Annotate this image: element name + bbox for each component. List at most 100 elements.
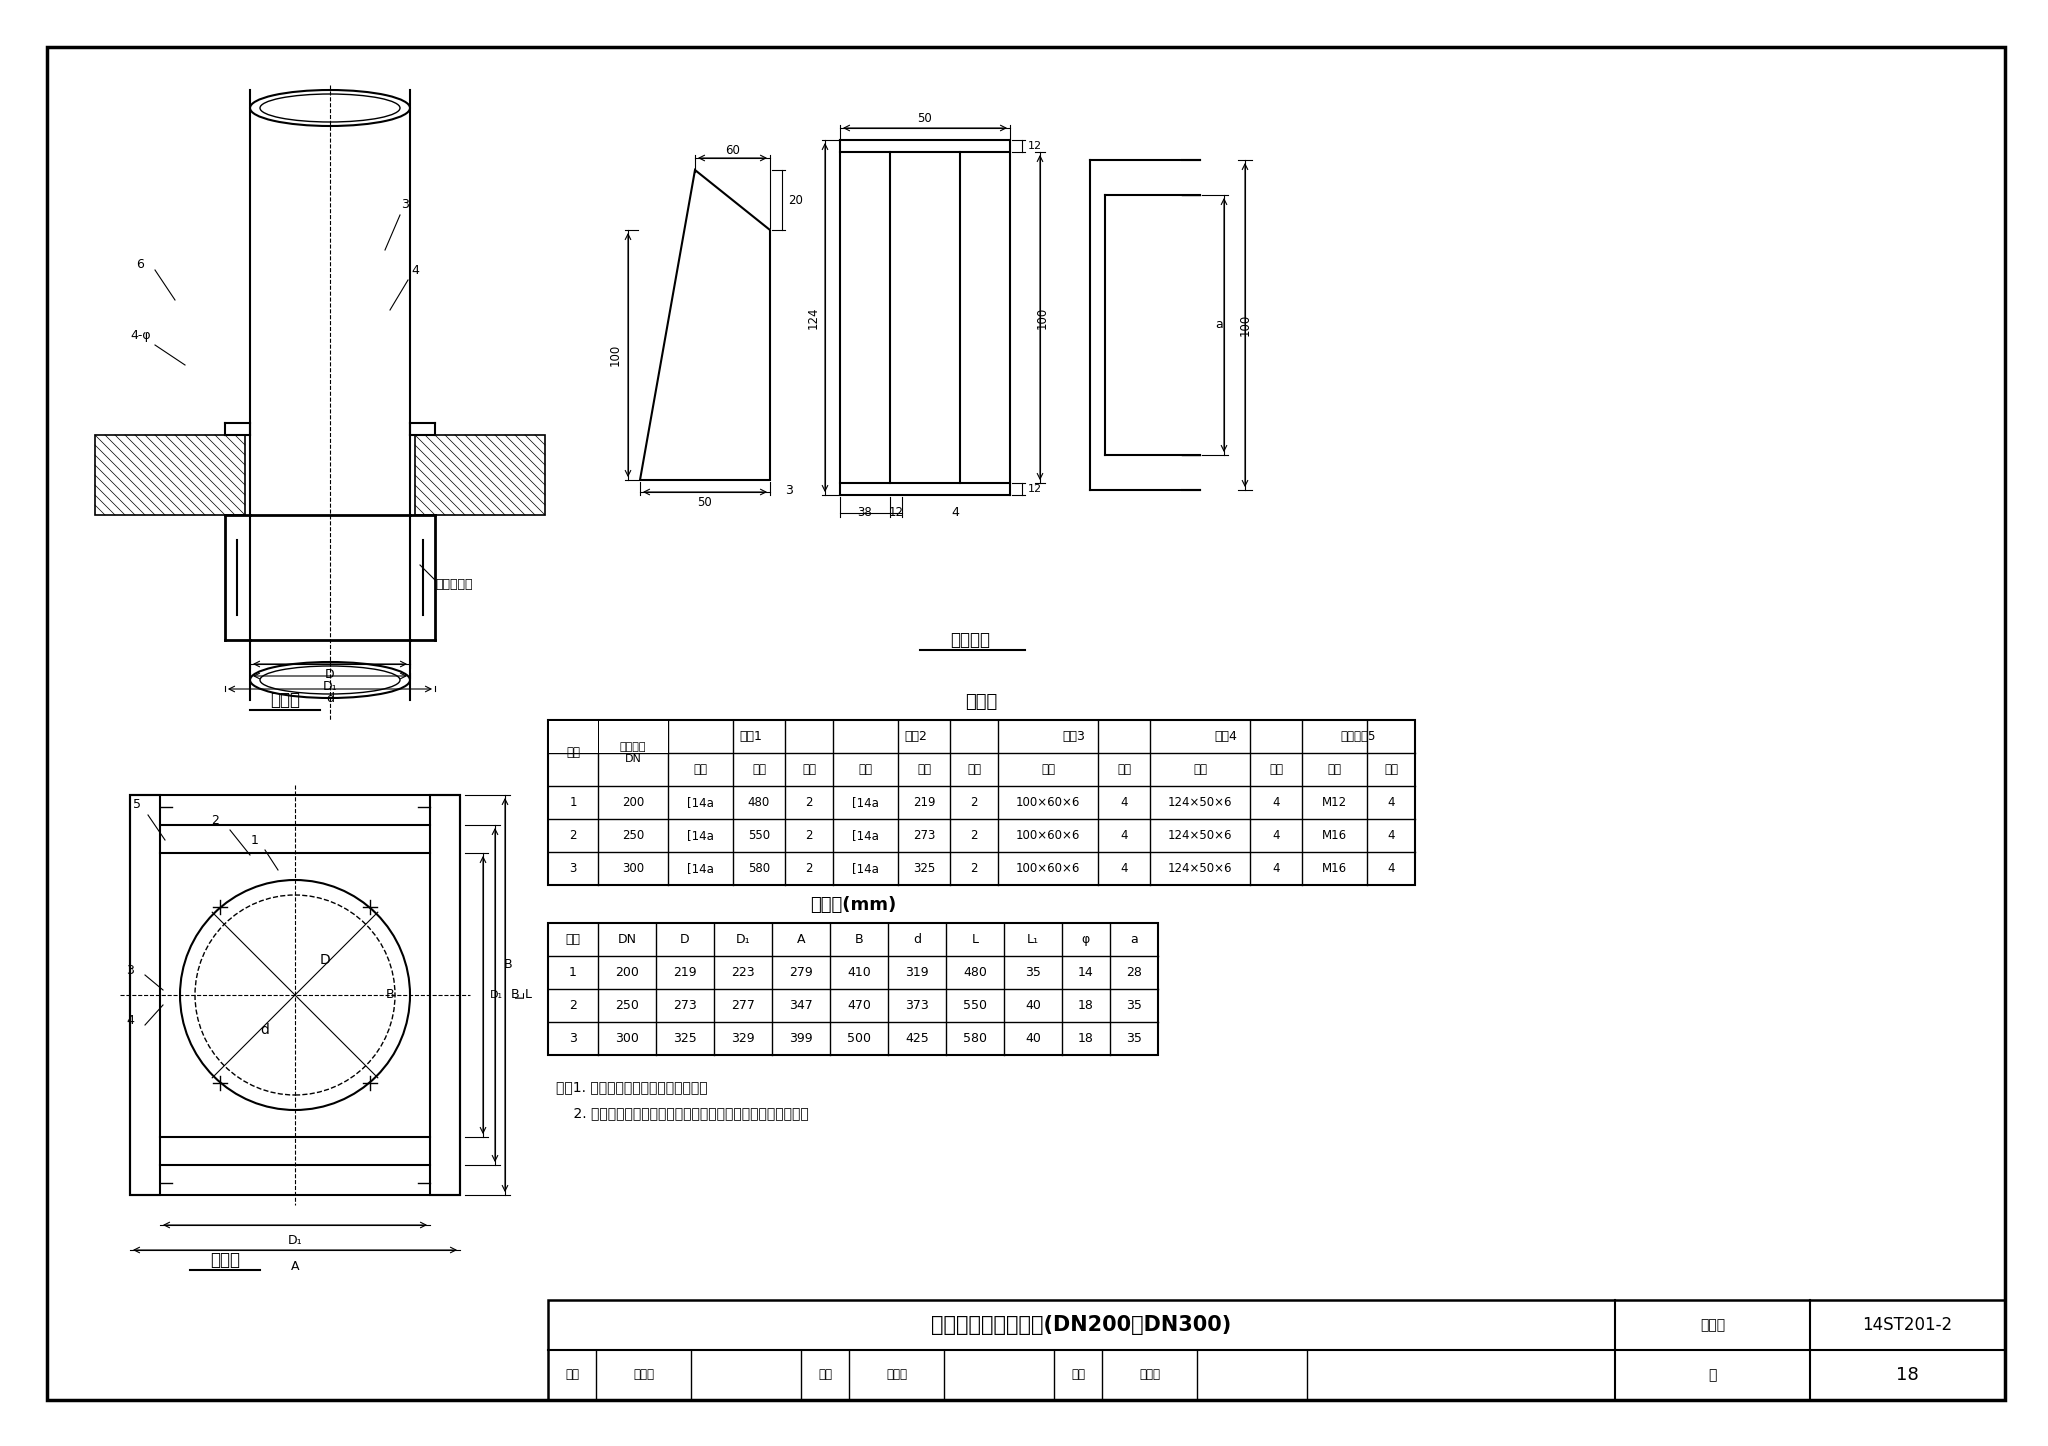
Text: B: B [510, 989, 520, 1002]
Text: 28: 28 [1126, 966, 1143, 979]
Text: 40: 40 [1026, 1032, 1040, 1045]
Text: A: A [291, 1259, 299, 1272]
Text: 4: 4 [1386, 862, 1395, 875]
Text: 14ST201-2: 14ST201-2 [1862, 1316, 1952, 1335]
Text: 4-φ: 4-φ [129, 328, 152, 341]
Text: d: d [326, 693, 334, 706]
Text: [14a: [14a [686, 829, 715, 842]
Text: 钢板详图: 钢板详图 [950, 630, 989, 649]
Text: 规格: 规格 [858, 763, 872, 777]
Text: M12: M12 [1321, 795, 1348, 808]
Text: D: D [319, 953, 330, 967]
Text: D: D [680, 933, 690, 946]
Text: 5: 5 [133, 798, 141, 811]
Text: 长度: 长度 [918, 763, 932, 777]
Text: 124×50×6: 124×50×6 [1167, 795, 1233, 808]
Bar [549, 1300, 2005, 1400]
Bar [129, 795, 160, 1194]
Text: 4: 4 [1120, 795, 1128, 808]
Text: 个数: 个数 [1116, 763, 1130, 777]
Text: 3: 3 [569, 862, 578, 875]
Text: 18: 18 [1896, 1366, 1919, 1384]
Text: 319: 319 [905, 966, 930, 979]
Text: 219: 219 [913, 795, 936, 808]
Text: 4: 4 [1272, 862, 1280, 875]
Text: 2: 2 [569, 999, 578, 1012]
Bar [598, 720, 668, 752]
Text: A: A [797, 933, 805, 946]
Text: 12: 12 [889, 506, 903, 519]
Text: 规格: 规格 [694, 763, 707, 777]
Text: 100×60×6: 100×60×6 [1016, 829, 1079, 842]
Text: 35: 35 [1126, 1032, 1143, 1045]
Text: 279: 279 [788, 966, 813, 979]
Text: 序号: 序号 [565, 933, 580, 946]
Text: 100: 100 [608, 344, 621, 366]
Text: 2. 使用本图时，需有关专业考虑支架对结构层所增加的荷重。: 2. 使用本图时，需有关专业考虑支架对结构层所增加的荷重。 [555, 1106, 809, 1121]
Text: 槽钢2: 槽钢2 [903, 730, 928, 743]
Text: L: L [524, 989, 532, 1002]
Text: 250: 250 [614, 999, 639, 1012]
Text: D: D [326, 668, 334, 681]
Text: 个数: 个数 [803, 763, 815, 777]
Text: 100×60×6: 100×60×6 [1016, 862, 1079, 875]
Text: 50: 50 [918, 111, 932, 124]
Text: 赵际顾: 赵际顾 [887, 1368, 907, 1381]
Text: [14a: [14a [686, 795, 715, 808]
Text: 4: 4 [1120, 829, 1128, 842]
Text: 20: 20 [788, 194, 803, 207]
Text: 序号: 序号 [565, 746, 580, 759]
Text: 2: 2 [971, 862, 977, 875]
Text: 2: 2 [805, 829, 813, 842]
Text: 毛林恩: 毛林恩 [1139, 1368, 1159, 1381]
Text: 页: 页 [1708, 1368, 1716, 1382]
Text: 2: 2 [971, 795, 977, 808]
Bar [94, 435, 246, 515]
Text: M16: M16 [1321, 862, 1348, 875]
Text: 35: 35 [1026, 966, 1040, 979]
Text: 槽钢1: 槽钢1 [739, 730, 762, 743]
Text: 6: 6 [135, 259, 143, 272]
Text: B: B [854, 933, 864, 946]
Text: D₁: D₁ [287, 1235, 303, 1248]
Text: 设计: 设计 [1071, 1368, 1085, 1381]
Text: 60: 60 [725, 143, 739, 156]
Text: DN: DN [618, 933, 637, 946]
Text: a: a [1130, 933, 1139, 946]
Text: 1: 1 [569, 966, 578, 979]
Text: 2: 2 [805, 795, 813, 808]
Text: 规格: 规格 [1194, 763, 1206, 777]
Text: 公称直径
DN: 公称直径 DN [621, 742, 647, 763]
Text: 注：1. 本图适用于室内的不保温管道。: 注：1. 本图适用于室内的不保温管道。 [555, 1080, 709, 1095]
Text: 300: 300 [623, 862, 643, 875]
Text: 钢板4: 钢板4 [1214, 730, 1237, 743]
Text: [14a: [14a [852, 829, 879, 842]
Text: 300: 300 [614, 1032, 639, 1045]
Text: 2: 2 [211, 814, 219, 827]
Text: 200: 200 [623, 795, 645, 808]
Text: 325: 325 [674, 1032, 696, 1045]
Text: 3: 3 [569, 1032, 578, 1045]
Text: 4: 4 [1386, 795, 1395, 808]
Text: 250: 250 [623, 829, 645, 842]
Text: 3: 3 [401, 198, 410, 211]
Text: 18: 18 [1077, 999, 1094, 1012]
Text: 277: 277 [731, 999, 756, 1012]
Text: 2: 2 [971, 829, 977, 842]
Text: 校对: 校对 [817, 1368, 831, 1381]
Text: 规格: 规格 [1327, 763, 1341, 777]
Text: d: d [260, 1022, 270, 1037]
Text: 图集号: 图集号 [1700, 1317, 1724, 1332]
Text: 347: 347 [788, 999, 813, 1012]
Text: 3: 3 [127, 963, 133, 976]
Text: 套数: 套数 [1384, 763, 1399, 777]
Text: 膨胀螺栓5: 膨胀螺栓5 [1341, 730, 1376, 743]
Text: D₁: D₁ [735, 933, 750, 946]
Text: 4: 4 [950, 506, 958, 519]
Text: 14: 14 [1077, 966, 1094, 979]
Text: D₁: D₁ [324, 680, 338, 693]
Text: 4: 4 [1272, 829, 1280, 842]
Text: 550: 550 [748, 829, 770, 842]
Text: L₁: L₁ [1026, 933, 1038, 946]
Text: 480: 480 [748, 795, 770, 808]
